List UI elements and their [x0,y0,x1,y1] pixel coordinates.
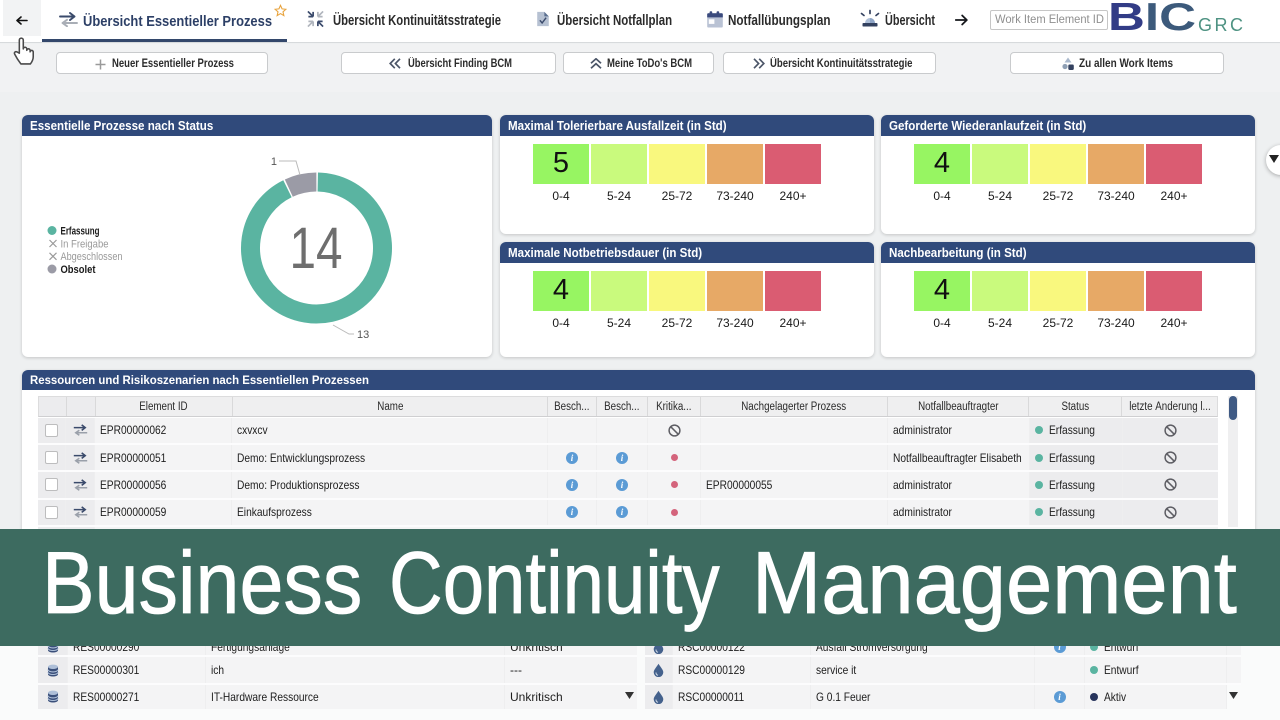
svg-text:Abgeschlossen: Abgeschlossen [61,251,123,263]
svg-text:Obsolet: Obsolet [61,264,96,276]
svg-text:1: 1 [271,156,277,168]
svg-text:13: 13 [357,329,369,341]
svg-text:Erfassung: Erfassung [61,226,100,238]
svg-text:14: 14 [290,216,343,281]
svg-text:In Freigabe: In Freigabe [61,238,109,250]
